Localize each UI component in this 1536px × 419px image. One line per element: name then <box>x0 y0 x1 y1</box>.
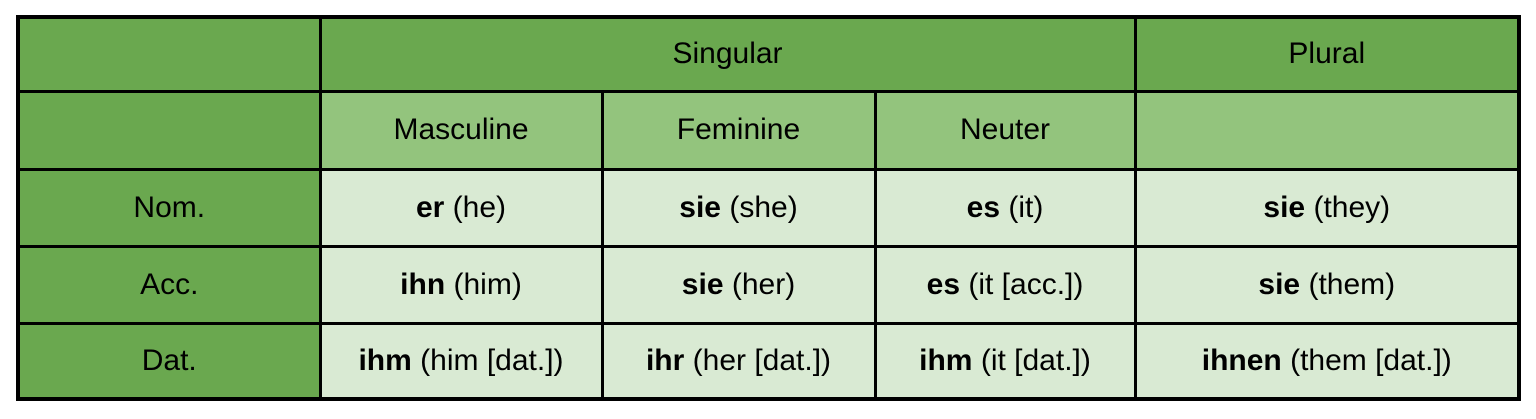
pronoun-cell-dat-feminine: ihr (her [dat.]) <box>600 321 877 401</box>
case-label-nom: Nom. <box>16 167 322 248</box>
gloss: (him [dat.]) <box>420 343 564 377</box>
corner-cell-2 <box>16 89 322 171</box>
pronoun-cell-dat-plural: ihnen (them [dat.]) <box>1133 321 1521 401</box>
gloss: (they) <box>1313 190 1391 224</box>
pronoun-cell-dat-masculine: ihm (him [dat.]) <box>318 321 604 401</box>
case-label-acc: Acc. <box>16 244 322 325</box>
pronoun: ihm <box>358 343 412 377</box>
pronoun: sie <box>1263 190 1306 224</box>
neuter-header: Neuter <box>873 89 1137 171</box>
case-label-dat: Dat. <box>16 321 322 401</box>
pronoun-cell-acc-feminine: sie (her) <box>600 244 877 325</box>
gloss: (her [dat.]) <box>692 343 832 377</box>
singular-group-header: Singular <box>318 15 1137 93</box>
plural-subheader-empty <box>1133 89 1521 171</box>
gloss: (them [dat.]) <box>1290 343 1452 377</box>
gender-header-row: Masculine Feminine Neuter <box>16 89 1521 171</box>
plural-group-header: Plural <box>1133 15 1521 93</box>
gloss: (she) <box>729 190 798 224</box>
pronoun: ihm <box>919 343 973 377</box>
feminine-header: Feminine <box>600 89 877 171</box>
pronoun: ihn <box>400 267 446 301</box>
table-row-accusative: Acc. ihn (him) sie (her) es (it [acc.]) … <box>16 244 1521 325</box>
pronoun: sie <box>681 267 724 301</box>
gloss: (it [acc.]) <box>968 267 1084 301</box>
gloss: (it [dat.]) <box>980 343 1091 377</box>
table-row-dative: Dat. ihm (him [dat.]) ihr (her [dat.]) i… <box>16 321 1521 401</box>
pronoun-cell-acc-masculine: ihn (him) <box>318 244 604 325</box>
gloss: (he) <box>452 190 507 224</box>
pronoun: ihr <box>645 343 685 377</box>
group-header-row: Singular Plural <box>16 15 1521 93</box>
pronoun: es <box>966 190 1001 224</box>
pronoun-cell-acc-neuter: es (it [acc.]) <box>873 244 1137 325</box>
gloss: (them) <box>1308 267 1396 301</box>
pronoun: sie <box>1258 267 1301 301</box>
pronoun: sie <box>679 190 721 224</box>
pronoun-declension-table: Singular Plural Masculine Feminine Neute… <box>16 15 1522 401</box>
pronoun: ihnen <box>1201 343 1282 377</box>
pronoun: es <box>926 267 961 301</box>
masculine-header: Masculine <box>318 89 604 171</box>
pronoun-cell-nom-plural: sie (they) <box>1133 167 1521 248</box>
pronoun-cell-dat-neuter: ihm (it [dat.]) <box>873 321 1137 401</box>
pronoun-cell-nom-neuter: es (it) <box>873 167 1137 248</box>
pronoun-cell-nom-feminine: sie (she) <box>600 167 877 248</box>
gloss: (it) <box>1008 190 1044 224</box>
pronoun-cell-nom-masculine: er (he) <box>318 167 604 248</box>
gloss: (him) <box>453 267 522 301</box>
pronoun: er <box>415 190 445 224</box>
table-row-nominative: Nom. er (he) sie (she) es (it) sie (they… <box>16 167 1521 248</box>
pronoun-cell-acc-plural: sie (them) <box>1133 244 1521 325</box>
corner-cell <box>16 15 322 93</box>
gloss: (her) <box>731 267 796 301</box>
